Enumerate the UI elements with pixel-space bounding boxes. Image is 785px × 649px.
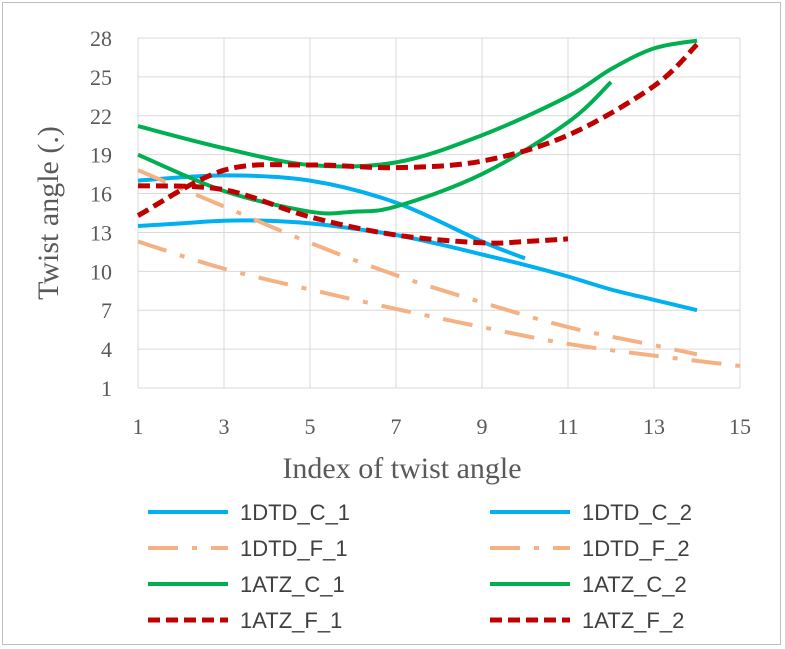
series-line-1DTD_F_1 [137, 239, 741, 368]
legend-item: 1ATZ_C_2 [490, 572, 687, 597]
series-line-1DTD_C_2 [137, 218, 698, 313]
x-tick-label: 7 [391, 414, 402, 439]
y-tick-label: 16 [90, 182, 112, 207]
legend-item: 1ATZ_F_2 [490, 608, 684, 633]
y-tick-label: 19 [90, 143, 112, 168]
y-tick-label: 1 [101, 376, 112, 401]
x-tick-label: 9 [477, 414, 488, 439]
legend-label: 1DTD_F_1 [240, 536, 348, 561]
legend-item: 1DTD_F_2 [490, 536, 690, 561]
x-tick-label: 15 [729, 414, 751, 439]
y-tick-label: 28 [90, 26, 112, 51]
x-tick-label: 13 [643, 414, 665, 439]
legend-item: 1ATZ_C_1 [148, 572, 345, 597]
legend-item: 1ATZ_F_1 [148, 608, 342, 633]
legend-label: 1DTD_C_1 [240, 500, 350, 525]
legend-label: 1DTD_F_2 [582, 536, 690, 561]
grid-layer [137, 37, 741, 389]
y-tick-label: 7 [101, 298, 112, 323]
series-line-1ATZ_F_2 [137, 183, 569, 246]
series-line-1ATZ_C_2 [137, 80, 613, 216]
y-tick-label: 25 [90, 65, 112, 90]
y-axis-title: Twist angle (.) [32, 126, 65, 300]
legend-label: 1ATZ_C_1 [240, 572, 345, 597]
legend-item: 1DTD_C_2 [490, 500, 692, 525]
legend-item: 1DTD_F_1 [148, 536, 348, 561]
series-line-1ATZ_C_1 [137, 38, 698, 169]
x-tick-label: 3 [219, 414, 230, 439]
x-tick-label: 11 [557, 414, 578, 439]
legend-item: 1DTD_C_1 [148, 500, 350, 525]
legend-label: 1ATZ_F_2 [582, 608, 684, 633]
series-line-1DTD_F_2 [137, 168, 698, 357]
series-layer [136, 38, 741, 368]
legend-label: 1ATZ_C_2 [582, 572, 687, 597]
x-tick-label: 5 [305, 414, 316, 439]
y-tick-label: 22 [90, 104, 112, 129]
x-tick-label: 1 [133, 414, 144, 439]
x-axis-title: Index of twist angle [282, 452, 521, 485]
y-tick-label: 4 [101, 337, 112, 362]
y-tick-label: 10 [90, 259, 112, 284]
legend: 1DTD_C_1 1DTD_C_2 1DTD_F_1 1DTD_F_2 1ATZ_C_1… [148, 500, 692, 633]
legend-label: 1DTD_C_2 [582, 500, 692, 525]
legend-label: 1ATZ_F_1 [240, 608, 342, 633]
y-tick-label: 13 [90, 220, 112, 245]
